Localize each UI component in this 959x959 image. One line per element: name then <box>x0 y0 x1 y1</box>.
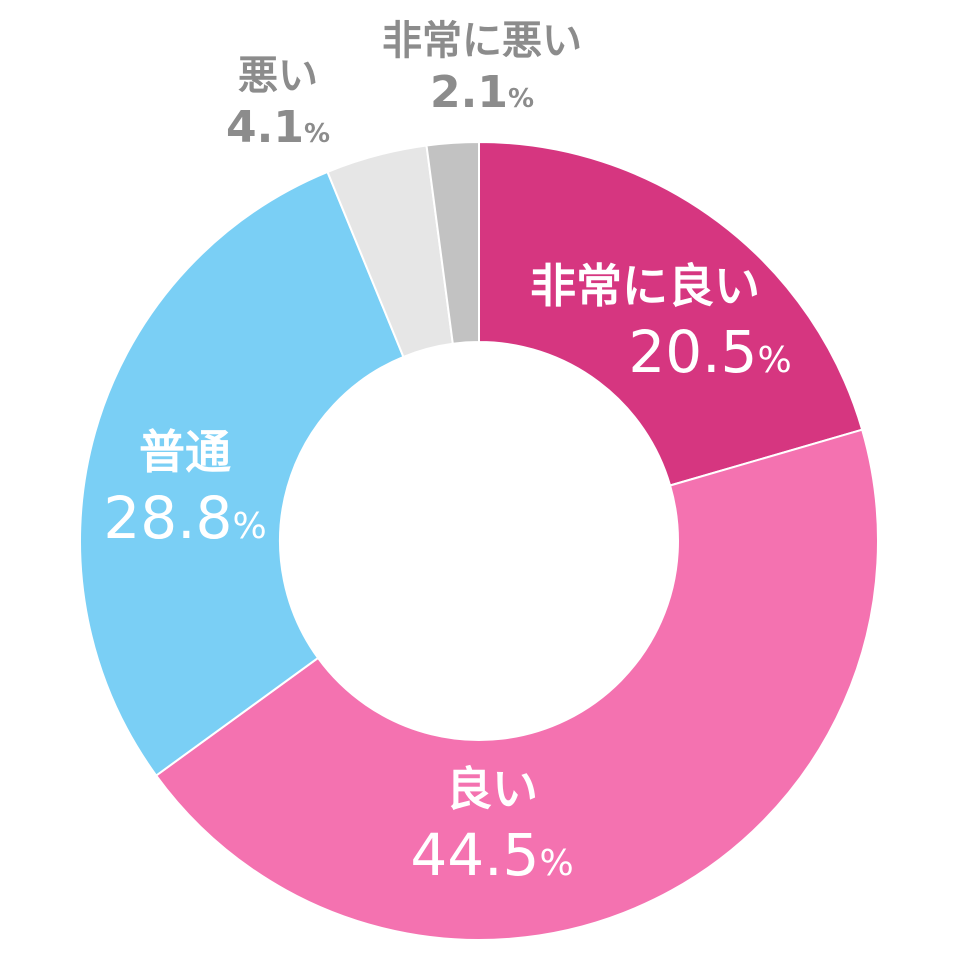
donut-slice-4 <box>425 140 480 345</box>
category-label: 非常に悪い <box>382 18 582 64</box>
label-very-good: 非常に良い 20.5% <box>498 259 792 381</box>
value-label: 28.8 <box>103 484 233 552</box>
value-label: 44.5 <box>410 821 540 889</box>
percent-unit: % <box>232 506 267 547</box>
category-label: 悪い <box>237 53 318 99</box>
category-label: 普通 <box>138 425 231 479</box>
donut-slice-1 <box>154 428 879 941</box>
percent-unit: % <box>539 843 574 884</box>
donut-slice-2 <box>79 170 405 777</box>
percent-unit: % <box>507 84 534 114</box>
category-label: 非常に良い <box>529 259 760 313</box>
donut-slice-0 <box>478 140 864 487</box>
label-bad: 悪い 4.1% <box>226 56 330 150</box>
label-normal: 普通 28.8% <box>103 429 266 547</box>
percent-unit: % <box>757 340 792 381</box>
label-good: 良い 44.5% <box>410 766 573 884</box>
label-very-bad: 非常に悪い 2.1% <box>382 21 582 115</box>
category-label: 良い <box>445 762 538 816</box>
percent-unit: % <box>303 119 331 149</box>
value-label: 20.5 <box>628 318 758 386</box>
value-label: 2.1 <box>429 67 508 118</box>
value-label: 4.1 <box>225 102 304 153</box>
